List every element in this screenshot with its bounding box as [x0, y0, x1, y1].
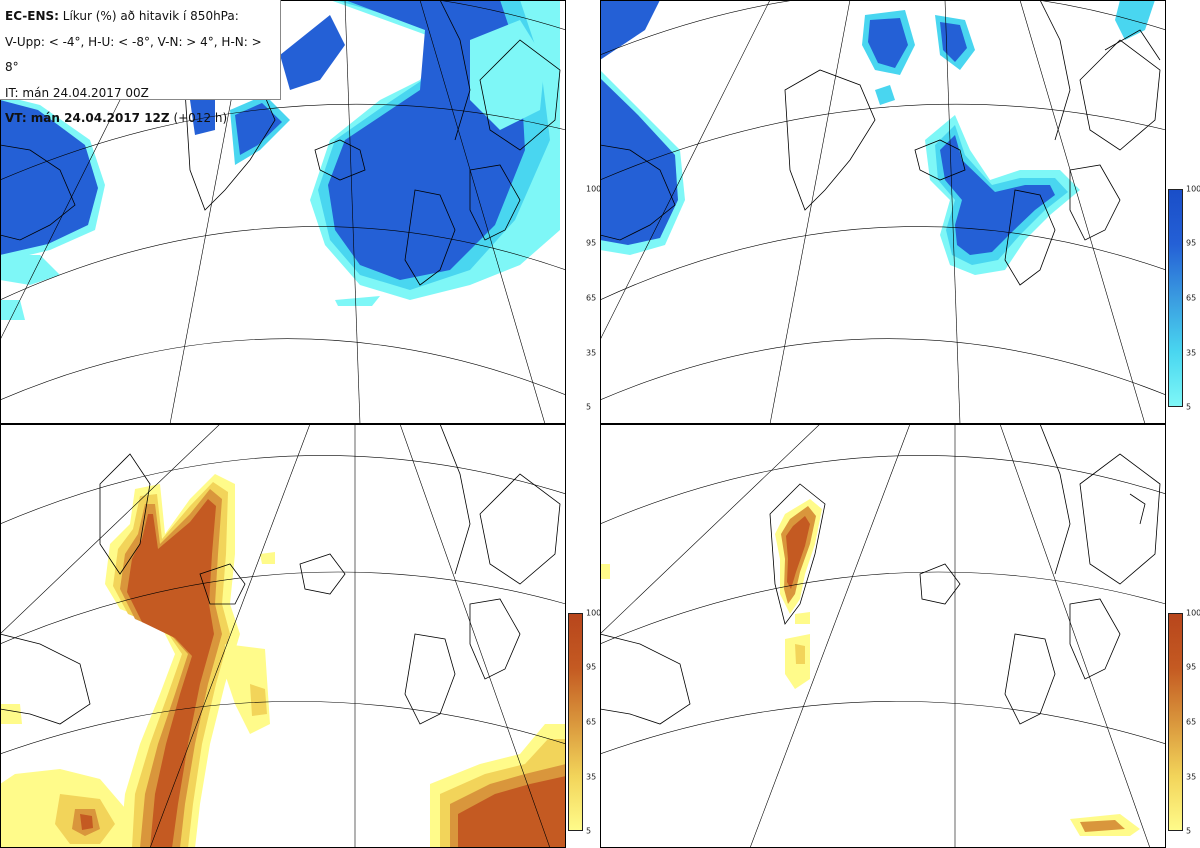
probability-map: [0, 0, 566, 424]
coastline: [0, 424, 561, 725]
legend-title: Líkur (%) að hitavik í 850hPa:: [62, 9, 239, 23]
legend-title-line: EC-ENS: Líkur (%) að hitavik í 850hPa:: [5, 4, 275, 30]
tick-label: 95: [1186, 238, 1197, 248]
coastline: [600, 0, 1161, 286]
probability-field: [0, 0, 560, 320]
coastline: [600, 424, 1161, 725]
tick-label: 100: [586, 608, 602, 618]
tick-label: 65: [1186, 717, 1197, 727]
graticule: [600, 0, 1166, 424]
tick-label: 5: [1186, 826, 1192, 836]
graticule: [0, 424, 566, 848]
tick-label: 95: [1186, 662, 1197, 672]
legend-thresholds: V-Upp: < -4°, H-U: < -8°, V-N: > 4°, H-N…: [5, 34, 262, 75]
colorbar-cold: [1168, 189, 1183, 407]
valid-time: VT: mán 24.04.2017 12Z: [5, 111, 170, 125]
tick-label: 35: [1186, 772, 1197, 782]
tick-label: 65: [586, 293, 597, 303]
probability-map: [600, 0, 1166, 424]
tick-label: 95: [586, 238, 597, 248]
legend-issue-time: IT: mán 24.04.2017 00Z: [5, 85, 149, 100]
probability-field: [0, 474, 566, 848]
tick-label: 5: [1186, 402, 1192, 412]
probability-field: [600, 0, 1155, 275]
graticule: [600, 424, 1166, 848]
model-name: EC-ENS:: [5, 9, 59, 23]
probability-map: [0, 424, 566, 848]
probability-field: [600, 499, 1140, 836]
coastline: [0, 0, 561, 286]
tick-label: 100: [586, 184, 602, 194]
legend-valid-line: VT: mán 24.04.2017 12Z (+012 h): [5, 106, 275, 132]
probability-map: [600, 424, 1166, 848]
map-panel-warm-moderate: [0, 424, 566, 848]
map-panel-cold-moderate: [0, 0, 566, 424]
tick-label: 35: [586, 772, 597, 782]
tick-label: 65: [586, 717, 597, 727]
tick-label: 100: [1186, 184, 1200, 194]
map-legend: EC-ENS: Líkur (%) að hitavik í 850hPa: V…: [0, 0, 281, 125]
tick-label: 65: [1186, 293, 1197, 303]
tick-label: 100: [1186, 608, 1200, 618]
tick-label: 95: [586, 662, 597, 672]
valid-offset: (+012 h): [173, 111, 228, 125]
tick-label: 35: [1186, 348, 1197, 358]
map-panel-cold-strong: [600, 0, 1166, 424]
tick-label: 5: [586, 402, 592, 412]
tick-label: 35: [586, 348, 597, 358]
tick-label: 5: [586, 826, 592, 836]
colorbar-warm: [568, 613, 583, 831]
colorbar-warm: [1168, 613, 1183, 831]
map-panel-warm-strong: [600, 424, 1166, 848]
